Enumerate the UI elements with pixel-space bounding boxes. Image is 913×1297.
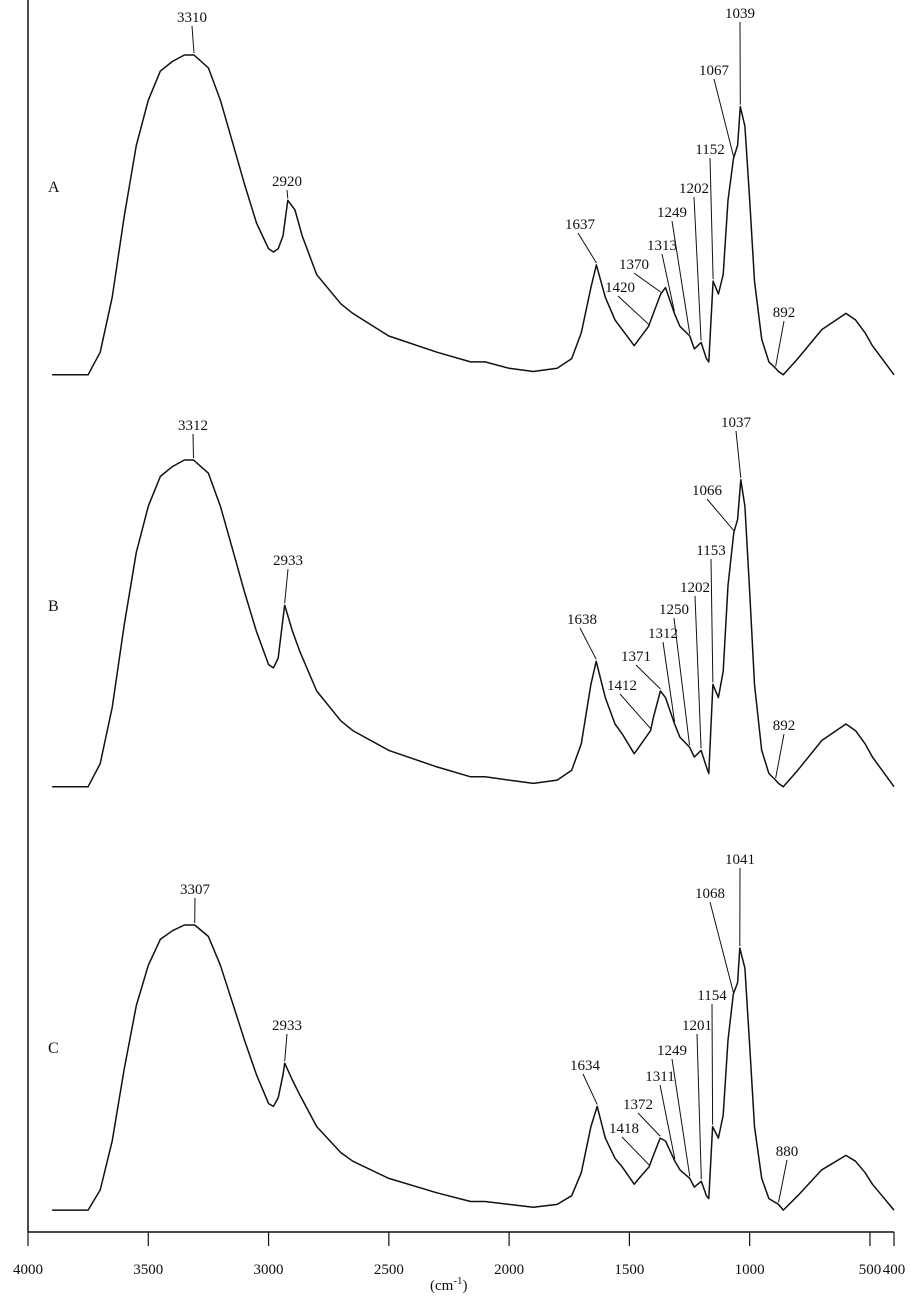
peak-label: 1371 (621, 649, 651, 665)
peak-leader-line (713, 78, 735, 157)
peak-label: 3310 (177, 10, 207, 26)
peak-label: 1039 (725, 6, 755, 22)
x-axis-label-close: ) (463, 1278, 468, 1294)
peak-leader-line (709, 157, 714, 280)
peak-leader-line (582, 1073, 598, 1105)
spectrum-label-b: B (48, 598, 59, 615)
peak-leader-line (577, 232, 597, 264)
peak-label: 1311 (645, 1069, 674, 1085)
peak-label: 1249 (657, 205, 687, 221)
peak-label: 1201 (682, 1018, 712, 1034)
peak-leader-line (284, 1033, 288, 1062)
peak-label: 1066 (692, 483, 723, 499)
peak-label: 1152 (695, 142, 724, 158)
spectrum-line-b (52, 459, 895, 788)
spectrum-line-c (52, 924, 895, 1211)
peak-label: 1041 (725, 852, 755, 868)
peak-label: 3312 (178, 418, 208, 434)
peak-label: 892 (773, 718, 796, 734)
peak-leader-line (778, 1159, 788, 1203)
peak-leader-line (735, 430, 742, 478)
peak-label: 1370 (619, 257, 649, 273)
peak-leader-line (637, 1112, 661, 1137)
peak-label: 1634 (570, 1058, 601, 1074)
peak-label: 3307 (180, 882, 211, 898)
peak-label: 1372 (623, 1097, 653, 1113)
x-tick-label: 1500 (614, 1262, 644, 1278)
peak-label: 1418 (609, 1121, 639, 1137)
peak-label: 1202 (679, 181, 709, 197)
peak-leader-line (671, 1058, 691, 1177)
x-tick-label: 2500 (374, 1262, 404, 1278)
spectrum-label-c: C (48, 1040, 59, 1057)
peak-leader-line (711, 1003, 714, 1125)
peak-label: 1250 (659, 602, 689, 618)
spectrum-line-a (52, 54, 895, 376)
peak-leader-line (671, 220, 691, 335)
x-tick-label: 3000 (254, 1262, 284, 1278)
peak-label: 2920 (272, 174, 302, 190)
x-axis-label-superscript: -1 (453, 1275, 462, 1287)
peak-leader-line (775, 733, 785, 779)
peak-label: 1067 (699, 63, 730, 79)
x-tick-label: 500 (859, 1262, 882, 1278)
peak-leader-line (617, 295, 649, 325)
x-tick-label: 400 (883, 1262, 906, 1278)
peak-label: 880 (776, 1144, 799, 1160)
peak-leader-line (284, 568, 289, 604)
peak-leader-line (775, 320, 785, 367)
peak-leader-line (693, 196, 702, 341)
peak-leader-line (706, 498, 735, 531)
peak-leader-line (191, 25, 195, 54)
peak-leader-line (579, 627, 597, 660)
peak-label: 892 (773, 305, 796, 321)
peak-leader-line (633, 272, 661, 293)
peak-label: 1249 (657, 1043, 687, 1059)
peak-label: 1202 (680, 580, 710, 596)
x-axis-label: (cm-1) (430, 1275, 468, 1294)
x-tick-label: 2000 (494, 1262, 524, 1278)
peak-leader-line (621, 1136, 650, 1166)
x-axis-ticks: 4000 3500 3000 2500 2000 1500 1000 500 400 (13, 1232, 905, 1278)
peak-label: 1068 (695, 886, 725, 902)
spectra-layer (52, 54, 895, 1211)
peak-leader-line (662, 641, 676, 723)
peak-label: 1420 (605, 280, 635, 296)
peak-leader-line (659, 1084, 676, 1160)
peak-label: 2933 (273, 553, 303, 569)
x-tick-label: 4000 (13, 1262, 43, 1278)
peak-label: 1037 (721, 415, 752, 431)
peak-label: 1638 (567, 612, 597, 628)
peak-label: 1637 (565, 217, 596, 233)
peak-leader-line (673, 617, 691, 746)
peak-label: 2933 (272, 1018, 302, 1034)
spectrum-label-a: A (48, 179, 60, 196)
peak-label: 1412 (607, 678, 637, 694)
peak-leader-line (286, 189, 289, 199)
peak-leader-line (661, 253, 675, 312)
x-tick-label: 3500 (133, 1262, 163, 1278)
peak-label: 1154 (697, 988, 727, 1004)
peak-leader-line (635, 664, 661, 690)
peak-annotations: A 3310 2920 1637 1420 1370 1313 1249 1202 1152 106… (48, 6, 799, 1203)
peak-label: 1313 (647, 238, 677, 254)
peak-label: 1153 (696, 543, 725, 559)
peak-leader-line (696, 1033, 702, 1180)
peak-leader-line (192, 433, 195, 459)
peak-label: 1312 (648, 626, 678, 642)
x-tick-label: 1000 (735, 1262, 765, 1278)
peak-leader-line (619, 693, 651, 729)
peak-leader-line (694, 595, 702, 749)
peak-leader-line (710, 558, 714, 683)
peak-leader-line (709, 901, 734, 993)
